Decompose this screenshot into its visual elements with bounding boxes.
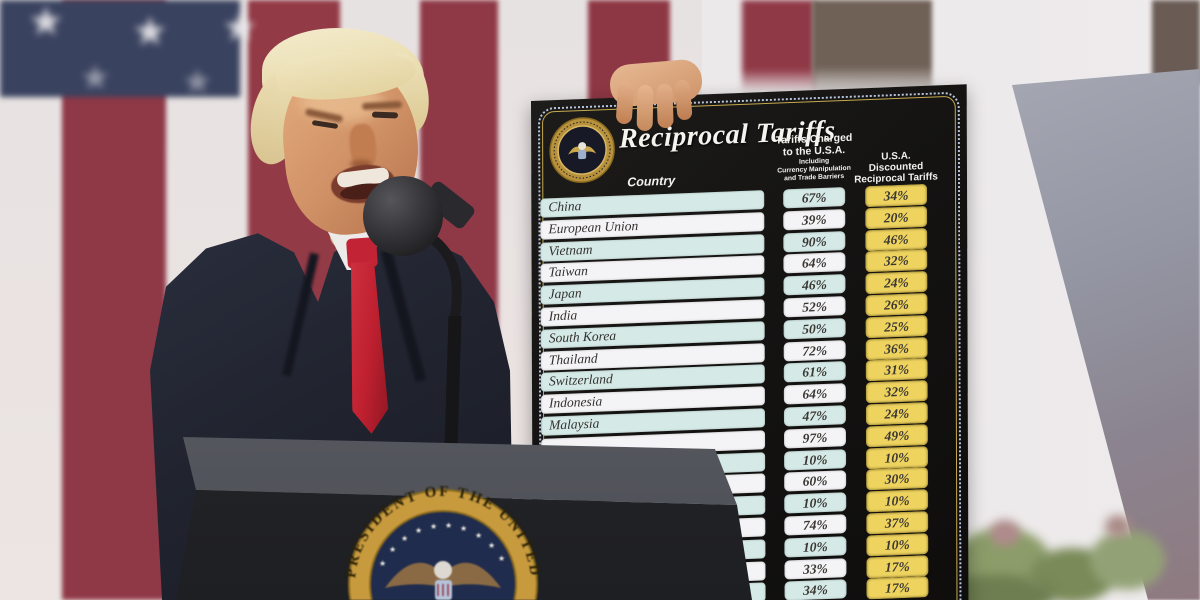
background-column [812, 0, 932, 95]
flag-stripe-red [62, 0, 166, 600]
svg-text:★: ★ [498, 554, 505, 563]
seal-star-ring: ★★★ ★ ★ ★ ★★★ ★ [379, 521, 505, 568]
podium-presidential-seal: PRESIDENT OF THE UNITED ★★★ ★★★ ★★★ ★ [345, 484, 540, 600]
svg-text:★: ★ [389, 545, 396, 554]
flag-star-icon: ★ [182, 64, 213, 101]
flag-star-icon: ★ [132, 9, 168, 54]
svg-text:★: ★ [401, 534, 408, 543]
svg-text:★: ★ [379, 559, 386, 568]
flag-star-icon: ★ [222, 5, 258, 50]
flag-star-icon: ★ [80, 60, 111, 97]
flag-canton: ★ ★ ★ ★ ★ [0, 0, 258, 101]
mic-foam-head [363, 176, 443, 256]
svg-text:★: ★ [430, 522, 437, 531]
presidential-seal-icon [549, 117, 615, 183]
svg-text:★: ★ [460, 524, 467, 533]
flag-stripe-red-top [742, 0, 814, 92]
mic-gooseneck [429, 235, 462, 449]
svg-text:★: ★ [475, 531, 482, 540]
flag-star-icon: ★ [28, 0, 64, 44]
reciprocal-tariffs-board: Reciprocal Tariffs Country Tariffs Charg… [531, 84, 969, 600]
svg-text:★: ★ [445, 521, 452, 530]
svg-text:★: ★ [415, 526, 422, 535]
svg-text:★: ★ [488, 541, 495, 550]
